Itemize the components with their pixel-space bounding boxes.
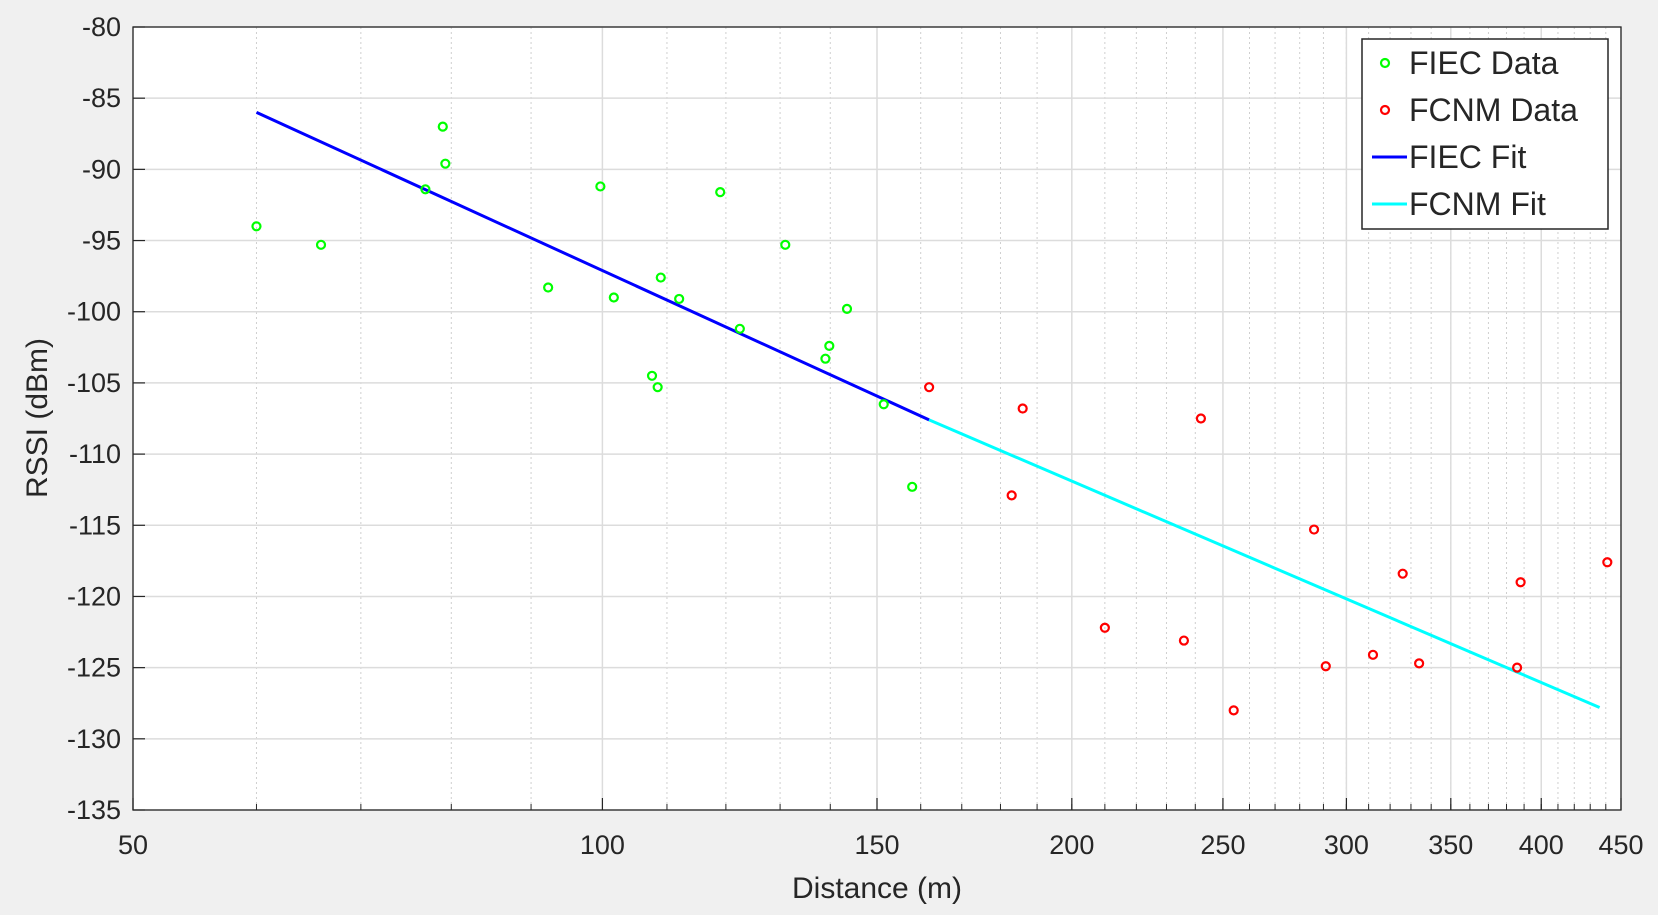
fit-line-series: [255, 111, 930, 422]
data-point: [1195, 413, 1207, 424]
x-tick-label: 400: [1519, 830, 1564, 860]
fit-line-series: [928, 418, 1601, 709]
y-tick-label: -110: [69, 439, 121, 469]
data-point: [1006, 490, 1017, 501]
legend-box: [1361, 38, 1609, 230]
data-point: [251, 221, 262, 232]
legend-marker: [1379, 104, 1391, 116]
data-point: [1320, 661, 1331, 672]
y-tick-label: -105: [67, 368, 121, 398]
data-point: [734, 323, 745, 334]
x-axis-label: Distance (m): [792, 872, 962, 905]
legend-marker: [1379, 57, 1391, 69]
data-point: [315, 239, 327, 250]
data-point: [907, 481, 918, 492]
y-tick-label: -135: [67, 795, 121, 825]
y-axis-label: RSSI (dBm): [21, 338, 54, 498]
fit-lines: [255, 111, 1601, 709]
legend-label: FCNM Data: [1409, 92, 1578, 128]
data-point: [1017, 403, 1028, 414]
x-tick-labels: 50 100 150 200 250 300 350 400 450: [118, 830, 1644, 860]
data-point: [1512, 662, 1523, 673]
data-point: [646, 370, 658, 381]
y-tick-label: -100: [67, 297, 121, 327]
data-point: [1414, 658, 1425, 669]
data-point: [437, 121, 448, 132]
data-point: [878, 399, 889, 410]
data-point: [820, 353, 831, 364]
y-tick-label: -130: [67, 724, 121, 754]
y-tick-label: -80: [82, 12, 121, 42]
data-point: [1397, 568, 1408, 579]
data-point: [652, 382, 663, 393]
data-point: [780, 239, 791, 250]
data-points: [251, 121, 1613, 716]
data-point: [1178, 635, 1190, 646]
axis-ticks: [132, 26, 1622, 811]
x-tick-label: 350: [1428, 830, 1473, 860]
data-point: [543, 282, 554, 293]
legend-label: FIEC Data: [1409, 45, 1559, 81]
x-tick-label: 300: [1324, 830, 1369, 860]
y-tick-label: -115: [69, 510, 121, 540]
data-point: [655, 272, 666, 283]
data-point: [1228, 705, 1239, 716]
data-point: [674, 293, 685, 305]
x-tick-label: 450: [1598, 830, 1643, 860]
data-point: [824, 340, 835, 351]
data-point: [420, 184, 431, 195]
x-tick-label: 250: [1200, 830, 1245, 860]
y-tick-label: -95: [82, 226, 121, 256]
legend: FIEC Data FCNM Data FIEC Fit FCNM Fit: [1361, 38, 1609, 230]
data-point: [924, 382, 935, 393]
data-point: [1367, 649, 1379, 660]
legend-label: FIEC Fit: [1409, 139, 1526, 175]
data-point: [1515, 577, 1526, 588]
y-tick-label: -125: [67, 653, 121, 683]
y-tick-labels: -80 -85 -90 -95 -100 -105 -110 -115 -120 -125 -130…: [67, 12, 121, 825]
x-tick-label: 100: [580, 830, 625, 860]
x-tick-label: 150: [854, 830, 899, 860]
data-point: [608, 292, 619, 303]
y-tick-label: -120: [67, 581, 121, 611]
y-tick-label: -90: [82, 154, 121, 184]
data-point: [595, 181, 606, 192]
y-tick-label: -85: [82, 83, 121, 113]
data-point: [1308, 524, 1320, 535]
data-point: [1099, 622, 1110, 633]
x-tick-label: 200: [1049, 830, 1094, 860]
data-point: [715, 187, 726, 198]
legend-label: FCNM Fit: [1409, 186, 1546, 222]
x-tick-label: 50: [118, 830, 148, 860]
data-point: [841, 303, 853, 314]
data-point: [440, 158, 451, 169]
data-point: [1602, 557, 1613, 568]
